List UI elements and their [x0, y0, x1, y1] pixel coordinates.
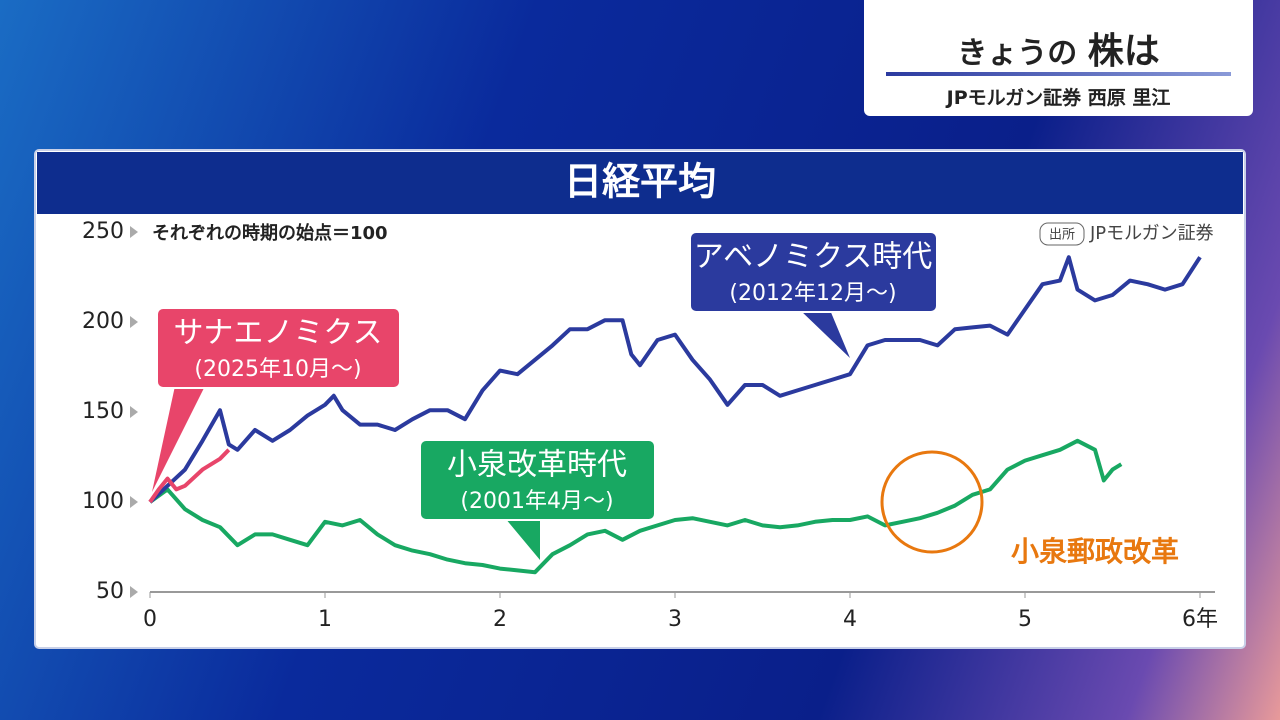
chart-subtitle: それぞれの時期の始点＝100 — [152, 222, 388, 244]
callout-box — [156, 307, 401, 389]
x-tick-label: 1 — [318, 607, 332, 632]
chart-title: 日経平均 — [564, 160, 716, 204]
x-tick-label: 4 — [843, 607, 857, 632]
callout-tail — [152, 386, 205, 492]
y-tick-mark — [130, 586, 138, 598]
callout-tail — [505, 518, 540, 560]
caption-rule — [886, 72, 1231, 76]
legend-label: 小泉改革時代 — [447, 448, 627, 483]
y-tick-mark — [130, 406, 138, 418]
legend-label: サナエノミクス — [173, 316, 382, 351]
source-tag-box — [1039, 222, 1085, 246]
legend-period: (2001年4月～) — [460, 489, 613, 514]
x-tick-label: 3 — [668, 607, 682, 632]
x-tick-label: 5 — [1018, 607, 1032, 632]
title-bar — [37, 152, 1243, 214]
x-tick-label: 0 — [143, 607, 157, 632]
y-tick-label: 150 — [82, 399, 124, 424]
callout-tail — [800, 310, 850, 358]
caption-box: きょうの 株は JPモルガン証券 西原 里江 — [864, 0, 1253, 116]
y-tick-label: 200 — [82, 309, 124, 334]
y-tick-mark — [130, 496, 138, 508]
source: JPモルガン証券 — [1089, 223, 1214, 244]
series-line — [148, 255, 1202, 504]
y-tick-mark — [130, 316, 138, 328]
annotation: 小泉郵政改革 — [1011, 535, 1179, 568]
caption-title: きょうの 株は — [864, 22, 1253, 74]
legend-period: (2025年10月～) — [194, 357, 361, 382]
y-tick-label: 250 — [82, 219, 124, 244]
x-tick-label: 2 — [493, 607, 507, 632]
caption-main: 株は — [1087, 31, 1160, 72]
x-tick-label: 6年 — [1182, 607, 1218, 632]
y-tick-label: 50 — [96, 579, 124, 604]
series-line — [148, 448, 231, 504]
source-tag: 出所 — [1049, 228, 1075, 243]
highlight-circle — [880, 450, 984, 554]
caption-prefix: きょうの — [957, 36, 1078, 71]
legend-label: アベノミクス時代 — [694, 240, 933, 275]
callout-box — [419, 439, 656, 521]
y-tick-label: 100 — [82, 489, 124, 514]
y-tick-mark — [130, 226, 138, 238]
caption-subtitle: JPモルガン証券 西原 里江 — [946, 87, 1171, 109]
callout-box — [689, 231, 938, 313]
legend-period: (2012年12月～) — [729, 281, 896, 306]
